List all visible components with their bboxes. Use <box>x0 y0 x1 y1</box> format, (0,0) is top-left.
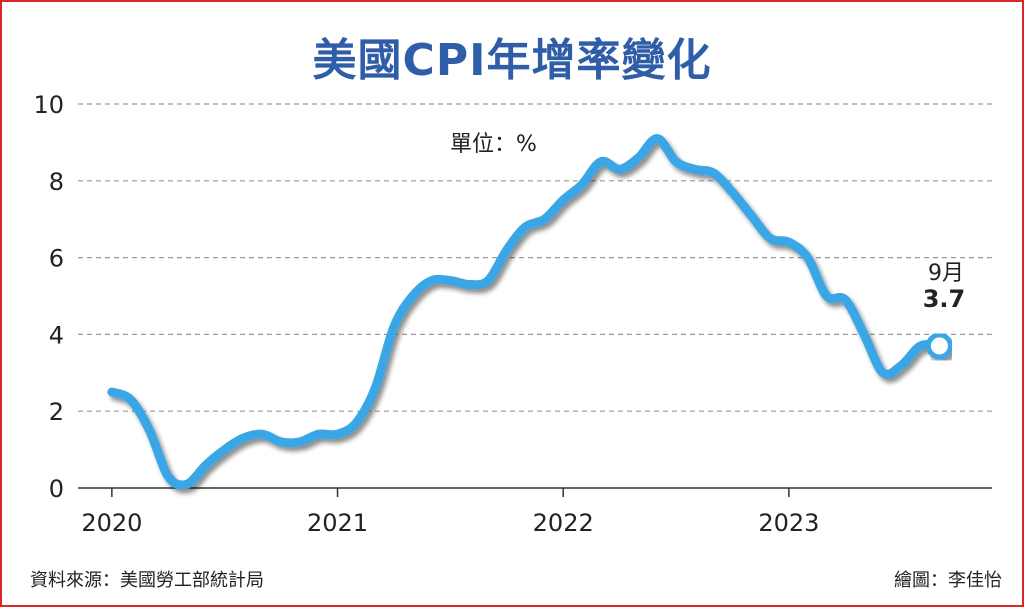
y-tick-label: 8 <box>49 168 64 196</box>
source-note: 資料來源：美國勞工部統計局 <box>30 570 264 591</box>
x-axis-ticks: 2020 2021 2022 2023 <box>81 488 819 537</box>
cpi-series-line <box>107 134 944 490</box>
series-layer <box>107 134 953 490</box>
y-tick-label: 6 <box>49 245 64 273</box>
x-tick-label: 2021 <box>307 509 368 537</box>
x-tick-label: 2022 <box>533 509 594 537</box>
latest-point-marker <box>925 332 953 360</box>
chart-title: 美國CPI年增率變化 <box>312 35 712 86</box>
x-tick-label: 2023 <box>758 509 819 537</box>
y-tick-label: 10 <box>33 91 64 119</box>
annotation-month: 9月 <box>928 261 964 286</box>
y-tick-label: 2 <box>49 398 64 426</box>
y-tick-label: 4 <box>49 321 64 349</box>
y-axis-ticks: 0 2 4 6 8 10 <box>33 91 64 503</box>
unit-label: 單位：% <box>450 132 537 157</box>
credit-note: 繪圖：李佳怡 <box>894 570 1002 591</box>
x-tick-label: 2020 <box>81 509 142 537</box>
annotation-value: 3.7 <box>923 285 966 313</box>
y-tick-label: 0 <box>49 475 64 503</box>
